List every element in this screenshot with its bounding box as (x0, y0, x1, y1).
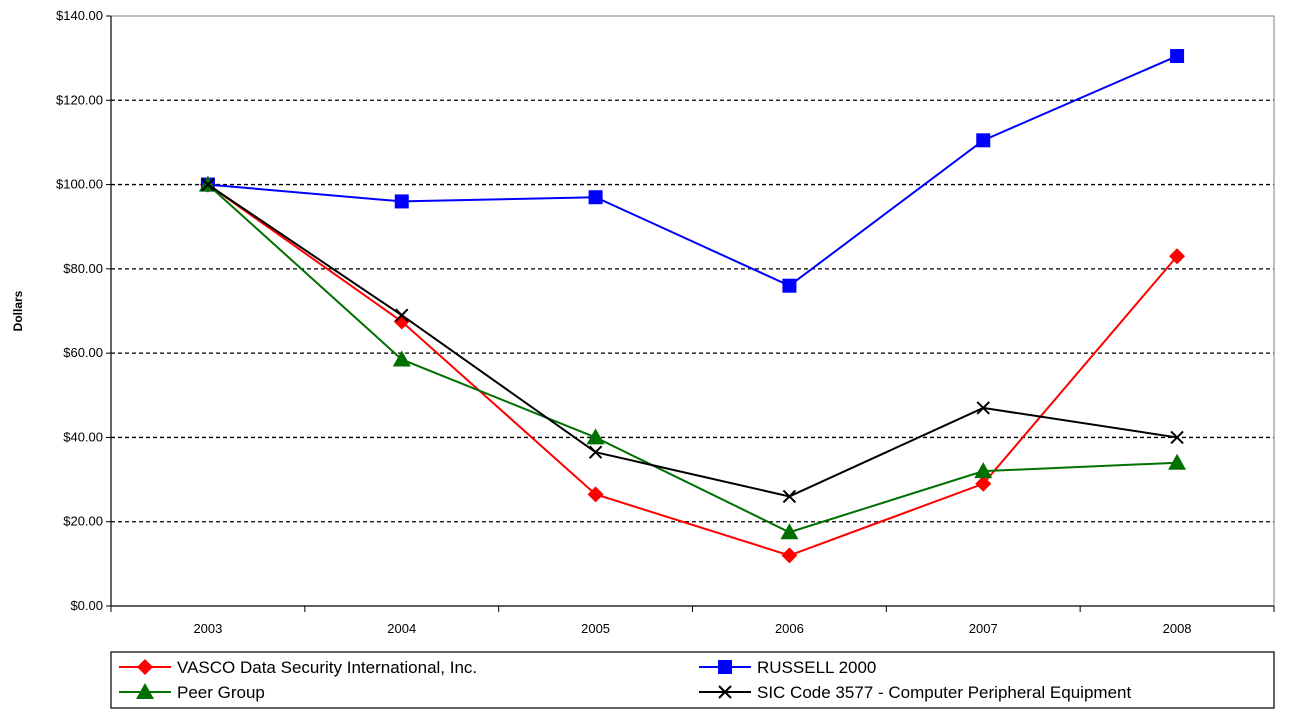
series-line (207, 183, 1178, 498)
y-axis-label: Dollars (11, 290, 25, 331)
plot-series (198, 49, 1187, 564)
x-tick-label: 2003 (193, 621, 222, 636)
data-point (587, 486, 604, 503)
data-point (780, 523, 799, 540)
series-1 (200, 49, 1185, 293)
legend-marker (136, 683, 154, 699)
x-tick-label: 2005 (581, 621, 610, 636)
series-2 (198, 175, 1187, 540)
legend-label: Peer Group (177, 683, 265, 702)
data-point (781, 547, 798, 564)
data-point (1169, 248, 1186, 265)
legend: VASCO Data Security International, Inc. R… (110, 651, 1275, 709)
data-point (976, 401, 990, 415)
y-tick-label: $60.00 (63, 345, 103, 360)
legend-label: SIC Code 3577 - Computer Peripheral Equi… (757, 683, 1131, 702)
legend-label: RUSSELL 2000 (757, 658, 876, 677)
x-tick-label: 2008 (1163, 621, 1192, 636)
data-point (588, 445, 603, 459)
y-tick-label: $80.00 (63, 261, 103, 276)
data-point (201, 177, 215, 192)
grid-lines (111, 99, 1274, 523)
y-axis-ticks: $0.00 $20.00 $40.00 $60.00 $80.00 $100.00 $120… (56, 8, 111, 613)
x-axis-ticks: 2003 2004 2005 2006 2007 2008 (110, 606, 1275, 636)
legend-marker (718, 660, 732, 674)
data-point (782, 489, 797, 504)
x-tick-label: 2007 (969, 621, 998, 636)
series-line (207, 183, 1178, 534)
y-tick-label: $0.00 (70, 598, 103, 613)
data-point (1170, 49, 1185, 64)
axes (110, 15, 1275, 607)
legend-marker (718, 685, 732, 699)
legend-item: VASCO Data Security International, Inc. (119, 658, 477, 677)
series-3 (201, 177, 1184, 504)
data-point (976, 133, 991, 148)
legend-box (110, 651, 1275, 709)
legend-item: SIC Code 3577 - Computer Peripheral Equi… (699, 683, 1131, 702)
data-point (1170, 430, 1184, 445)
data-point (588, 190, 603, 205)
data-point (394, 194, 409, 209)
x-tick-label: 2006 (775, 621, 804, 636)
y-tick-label: $40.00 (63, 429, 103, 444)
data-point (392, 350, 411, 367)
data-point (974, 462, 993, 479)
data-point (586, 428, 605, 445)
legend-item: Peer Group (119, 683, 265, 702)
y-tick-label: $20.00 (63, 514, 103, 529)
legend-item: RUSSELL 2000 (699, 658, 876, 677)
series-line (207, 183, 1178, 557)
data-point (395, 308, 409, 322)
series-0 (199, 176, 1186, 564)
plot-area-frame (110, 15, 1275, 607)
legend-label: VASCO Data Security International, Inc. (177, 658, 477, 677)
series-line (207, 55, 1178, 287)
y-tick-label: $140.00 (56, 8, 103, 23)
y-tick-label: $100.00 (56, 177, 103, 192)
data-point (1168, 453, 1187, 470)
legend-marker (137, 659, 153, 675)
y-tick-label: $120.00 (56, 92, 103, 107)
data-point (975, 475, 992, 492)
data-point (782, 278, 797, 293)
x-tick-label: 2004 (387, 621, 416, 636)
